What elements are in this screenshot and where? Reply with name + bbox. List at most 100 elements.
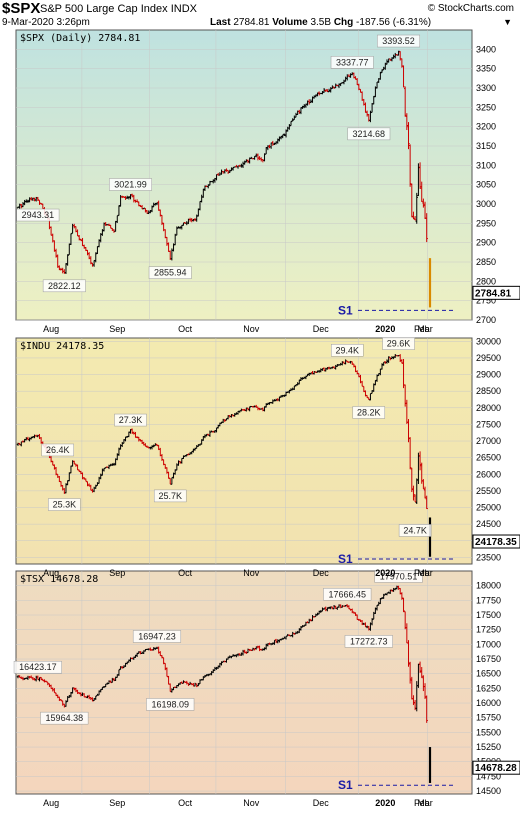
y-tick-label: 2800 (476, 276, 496, 286)
chg-label: Chg (333, 17, 354, 28)
x-tick-label: Sep (109, 798, 125, 808)
callout-label: 24.7K (403, 525, 427, 535)
y-tick-label: 18000 (476, 581, 501, 591)
menu-caret-icon[interactable]: ▼ (503, 17, 512, 27)
support-label-s1: S1 (338, 778, 353, 792)
callout-box (344, 635, 393, 648)
callout-box (398, 524, 432, 537)
y-tick-label: 25000 (476, 503, 501, 513)
index-name: S&P 500 Large Cap Index INDX (40, 3, 197, 15)
y-tick-label: 25500 (476, 486, 501, 496)
callout-box (132, 630, 182, 643)
x-tick-label: Oct (178, 324, 193, 334)
callout-box (331, 344, 364, 357)
x-tick-label: Aug (43, 798, 59, 808)
index-name-text: S&P 500 Large Cap Index (40, 3, 168, 15)
y-tick-label: 15750 (476, 713, 501, 723)
y-tick-label: 17000 (476, 639, 501, 649)
y-tick-label: 14500 (476, 786, 501, 796)
y-tick-label: 17500 (476, 610, 501, 620)
callout-box (16, 208, 60, 222)
y-tick-label: 3250 (476, 102, 496, 112)
callout-box (41, 443, 74, 457)
callout-label: 16947.23 (138, 631, 176, 641)
price-panel-0: 2700 2750 2800 2850 2900 2950 3000 3050 3100 3150… (15, 29, 520, 325)
y-tick-label: 26500 (476, 453, 501, 463)
x-tick-label: Nov (243, 568, 260, 578)
panel-title: $SPX (Daily) 2784.81 (20, 33, 140, 44)
x-tick-label: 2020 (375, 324, 395, 334)
callout-box (347, 127, 391, 141)
x-tick-label: Mar (417, 568, 433, 578)
x-tick-label: Feb (414, 568, 430, 578)
panel-title: $INDU 24178.35 (20, 341, 104, 352)
callout-box (114, 413, 147, 427)
y-tick-label: 17250 (476, 625, 501, 635)
callout-label: 26.4K (46, 445, 70, 455)
y-tick-label: 23500 (476, 552, 501, 562)
brand: © StockCharts.com (427, 3, 514, 14)
y-tick-label: 28000 (476, 403, 501, 413)
x-tick-label: Oct (178, 798, 193, 808)
x-tick-label: Aug (43, 568, 59, 578)
y-tick-label: 3300 (476, 83, 496, 93)
y-tick-label: 2850 (476, 257, 496, 267)
price-panel-1: 2350024000245002500025500260002650027000… (15, 336, 520, 566)
y-tick-label: 3350 (476, 64, 496, 74)
y-tick-label: 14750 (476, 771, 501, 781)
x-tick-label: Aug (43, 324, 59, 334)
x-tick-label: Mar (417, 798, 433, 808)
quote-date: 9-Mar-2020 3:26pm (2, 17, 90, 28)
callout-label: 25.7K (158, 491, 182, 501)
last-price-box (472, 285, 520, 300)
x-tick-label: Nov (243, 324, 260, 334)
y-tick-label: 2900 (476, 238, 496, 248)
callout-label: 16423.17 (19, 662, 57, 672)
callout-box (109, 178, 152, 191)
callout-box (148, 266, 192, 279)
callout-box (13, 660, 62, 674)
y-tick-label: 29500 (476, 353, 501, 363)
y-tick-label: 15250 (476, 742, 501, 752)
y-tick-label: 26000 (476, 469, 501, 479)
y-tick-label: 27000 (476, 436, 501, 446)
y-tick-label: 3400 (476, 44, 496, 54)
x-tick-label: Dec (313, 568, 330, 578)
volume-value: 3.5B (310, 17, 332, 28)
y-tick-label: 2950 (476, 218, 496, 228)
callout-box (374, 570, 423, 583)
callout-label: 3021.99 (114, 179, 147, 189)
symbol: $SPX (2, 0, 41, 17)
callout-box (40, 711, 89, 725)
callout-label: 17666.45 (328, 589, 366, 599)
callout-label: 27.3K (119, 415, 143, 425)
chart-svg: 2700 2750 2800 2850 2900 2950 3000 3050 3100 3150… (13, 29, 520, 808)
callout-label: 17970.51 (380, 571, 418, 581)
callout-box (352, 406, 386, 419)
callout-label: 3393.52 (382, 36, 415, 46)
y-tick-label: 3100 (476, 160, 496, 170)
last-price-label: 24178.35 (475, 537, 517, 548)
x-tick-label: Sep (109, 324, 125, 334)
callout-box (330, 56, 374, 69)
y-tick-label: 3200 (476, 122, 496, 132)
y-tick-label: 17750 (476, 595, 501, 605)
last-value: 2784.81 (233, 17, 270, 28)
callout-label: 16198.09 (151, 699, 189, 709)
x-tick-label: 2020 (375, 798, 395, 808)
panel-title: $TSX 14678.28 (20, 574, 98, 585)
x-tick-label: Oct (178, 568, 193, 578)
y-tick-label: 16000 (476, 698, 501, 708)
price-panel-2: 1450014750150001525015500157501600016250… (13, 570, 520, 796)
y-tick-label: 16250 (476, 683, 501, 693)
callout-box (323, 588, 372, 601)
callout-box (42, 279, 86, 293)
y-tick-label: 27500 (476, 419, 501, 429)
quote-stats: Last 2784.81 Volume 3.5B Chg -187.56 (-6… (210, 17, 431, 28)
callout-label: 29.6K (387, 339, 411, 349)
chg-value: -187.56 (-6.31%) (356, 17, 432, 28)
x-tick-label: Dec (313, 798, 330, 808)
callout-label: 15964.38 (46, 713, 84, 723)
chart-header: $SPX S&P 500 Large Cap Index INDX 9-Mar-… (0, 0, 520, 30)
exchange: INDX (170, 3, 197, 15)
